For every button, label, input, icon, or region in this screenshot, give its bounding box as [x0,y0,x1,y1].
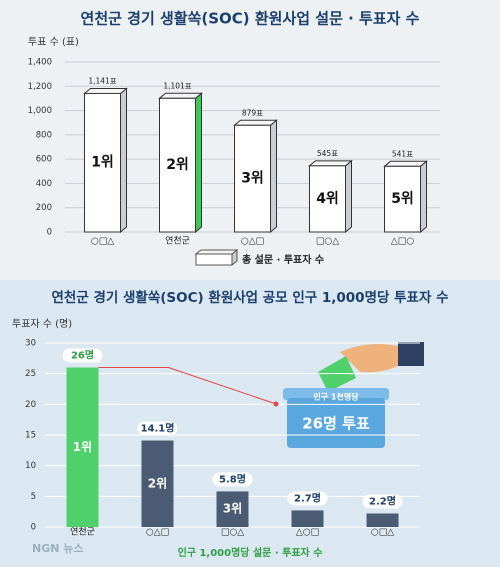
bar [384,165,421,233]
bar [216,491,249,527]
legend-label: 인구 1,000명당 설문 · 투표자 수 [178,546,323,559]
bar [141,440,174,527]
value-label: 1,141표 [88,76,116,85]
rank-label: 4위 [316,191,339,207]
bar [291,510,324,527]
y-tick-label: 0 [47,228,52,238]
rank-label: 2위 [166,157,189,173]
value-label-bg [287,491,328,506]
value-label-bg [137,421,178,436]
value-label: 545표 [317,149,338,158]
value-label: 879표 [242,108,263,117]
annotation: 26명 투표 [302,415,370,433]
bar-top [83,87,128,94]
y-tick-label: 15 [25,431,36,441]
x-tick-label: △□○ [391,237,414,247]
rank-label: 3위 [223,502,242,516]
y-tick-label: 1,400 [28,58,52,68]
annotation: 인구 1천명당 [313,392,359,402]
y-axis-label: 투표자 수 (명) [12,318,72,330]
bar [84,92,121,233]
x-tick-label: ○△□ [241,237,264,247]
annotation-connector [98,367,277,405]
y-tick-label: 30 [25,339,36,349]
bar-top [383,160,428,167]
bar-top [233,119,278,126]
x-tick-label: □○△ [316,237,339,247]
bar-side [120,87,127,234]
x-tick-label: □○△ [221,528,244,538]
value-label: 26명 [71,349,94,362]
value-label: 5.8명 [219,472,246,485]
y-tick-label: 400 [36,179,52,189]
value-label: 2.7명 [294,491,321,504]
rank-label: 1위 [73,440,92,454]
y-tick-label: 600 [36,155,52,165]
y-tick-label: 5 [31,492,36,502]
bar-side [195,92,202,234]
value-label: 541표 [392,149,413,158]
y-tick-label: 25 [25,369,36,379]
rank-label: 5위 [391,191,414,207]
legend-icon [194,248,239,267]
rank-label: 3위 [241,171,264,187]
x-tick-label: △○□ [296,528,319,538]
value-label-bg [362,494,403,509]
x-tick-label: 연천군 [165,236,190,247]
value-label-bg [62,348,103,363]
watermark: NGN 뉴스 [32,542,84,555]
bar [159,97,196,233]
y-tick-label: 10 [25,461,36,471]
y-axis-label: 투표 수 (표) [28,36,79,48]
rank-label: 1위 [91,155,114,171]
x-tick-label: ○△□ [146,528,169,538]
y-tick-label: 0 [31,523,36,533]
y-tick-label: 800 [36,130,52,140]
chart-title: 연천군 경기 생활쏙(SOC) 환원사업 공모 인구 1,000명당 투표자 수 [52,289,449,306]
annotation-dot [273,401,279,407]
y-tick-label: 1,000 [28,106,52,116]
legend-label: 총 설문 · 투표자 수 [242,253,324,266]
bar-side [270,119,277,234]
y-tick-label: 1,200 [28,82,52,92]
x-tick-label: 연천군 [70,527,95,538]
bar [66,367,99,527]
bar [309,165,346,233]
value-label-bg [212,472,253,487]
y-tick-label: 200 [36,203,52,213]
bar-top [308,160,353,167]
rank-label: 2위 [148,476,167,490]
bar-side [345,159,352,234]
bar-top [158,92,203,99]
bar [366,513,399,527]
x-tick-label: ○□△ [371,528,394,538]
bar [234,124,271,233]
bar-side [420,160,427,234]
x-tick-label: ○□△ [91,237,114,247]
value-label: 1,101표 [163,81,191,90]
y-tick-label: 20 [25,400,36,410]
value-label: 2.2명 [369,495,396,508]
chart-title: 연천군 경기 생활쏙(SOC) 환원사업 설문 · 투표자 수 [81,10,420,28]
value-label: 14.1명 [141,422,175,435]
